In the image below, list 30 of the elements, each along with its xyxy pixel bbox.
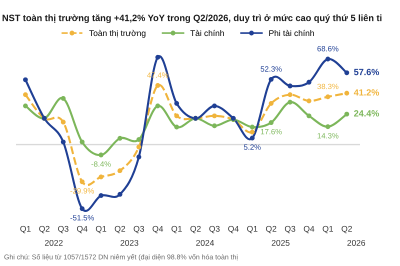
text: 2023 [120,240,138,246]
x-tick-label: Q3 [58,226,68,234]
x-tick-label: Q4 [228,226,239,234]
text: 2024 [196,240,214,246]
legend-label: Toàn thị trường [89,30,146,38]
x-tick-label: Q4 [152,226,164,234]
x-tick-label: Q3 [209,226,220,234]
data-label: 57.6% [354,68,380,76]
x-tick-label: Q1 [322,226,334,234]
x-tick-label: Q3 [284,226,296,234]
data-label: 24.4% [354,110,380,117]
x-tick-label: Q3 [134,226,144,234]
x-tick-label: Q2 [190,226,201,234]
x-tick-label: Q4 [76,226,88,234]
text: 2025 [272,240,290,246]
x-tick-label: Q4 [304,226,314,234]
legend-label: Tài chính [190,30,224,36]
legend-label: Phi tài chính [269,30,314,36]
data-label: 41.2% [354,89,380,96]
x-tick-label: Q2 [266,226,276,234]
chart-title: NST toàn thị trường tăng +41,2% YoY trong Q2/2026, duy trì ở mức cao quý thứ 5 liên ti [2,14,382,24]
x-tick-label: Q1 [20,226,31,234]
x-tick-label: Q2 [114,226,126,234]
x-tick-label: Q1 [171,226,182,234]
x-tick-label: Q1 [96,226,106,234]
x-tick-label: Q1 [247,226,258,234]
x-tick-label: Q2 [342,226,352,234]
text: 2026 [347,240,366,246]
x-tick-label: Q2 [39,226,50,234]
text: 2022 [44,240,63,246]
